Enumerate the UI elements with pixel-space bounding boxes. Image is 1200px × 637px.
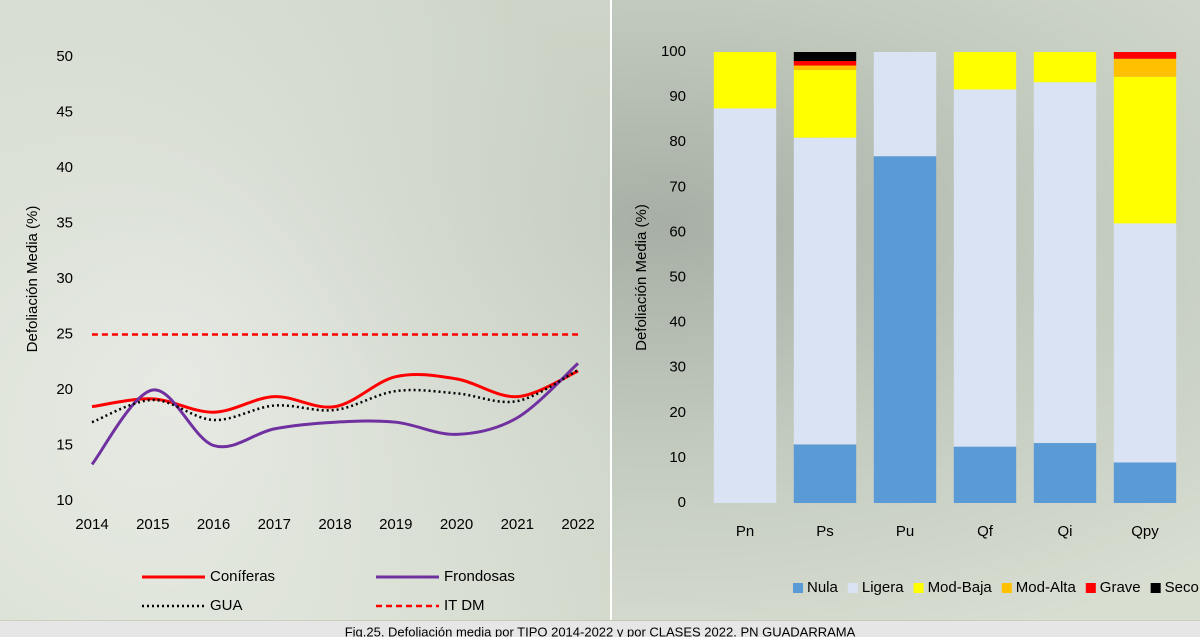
bar-segment — [953, 446, 1017, 503]
legend-label: Ligera — [862, 579, 904, 596]
y-axis-title: Defoliación Media (%) — [24, 206, 41, 353]
x-tick-label: Pn — [736, 523, 754, 540]
legend-label: GUA — [210, 597, 243, 614]
legend-swatch — [913, 583, 924, 593]
bar-segment — [953, 89, 1017, 447]
bar-segment — [793, 70, 857, 138]
left-panel — [0, 0, 610, 620]
x-tick-label: Qpy — [1131, 523, 1159, 540]
y-tick-label: 10 — [56, 492, 73, 509]
bar-segment — [713, 108, 777, 503]
bar-segment — [1033, 443, 1097, 503]
bar-segment — [1113, 58, 1177, 77]
line-series — [90, 362, 580, 466]
y-tick-label: 40 — [669, 314, 686, 331]
legend-label: Nula — [807, 579, 839, 596]
x-tick-label: 2017 — [258, 516, 291, 533]
legend-label: Grave — [1100, 579, 1141, 596]
y-tick-label: 90 — [669, 88, 686, 105]
legend-label: Frondosas — [444, 568, 515, 585]
x-tick-label: Qf — [977, 523, 994, 540]
legend-label: IT DM — [444, 597, 485, 614]
bar-segment — [1113, 223, 1177, 463]
y-tick-label: 20 — [669, 404, 686, 421]
y-tick-label: 25 — [56, 325, 73, 342]
caption-bar — [0, 621, 1200, 637]
x-tick-label: 2022 — [561, 516, 594, 533]
x-tick-label: 2021 — [501, 516, 534, 533]
legend-swatch — [1001, 583, 1012, 593]
caption: Fig.25. Defoliación media por TIPO 2014-… — [345, 624, 856, 637]
y-tick-label: 60 — [669, 223, 686, 240]
x-tick-label: 2016 — [197, 516, 230, 533]
legend-swatch — [793, 583, 803, 593]
x-tick-label: 2018 — [318, 516, 351, 533]
y-tick-label: 45 — [56, 103, 73, 120]
bar-segment — [953, 52, 1017, 90]
bar-segment — [1113, 52, 1177, 59]
bar-segment — [793, 137, 857, 445]
bar-segment — [793, 52, 857, 62]
bar-segment — [793, 61, 857, 66]
x-tick-label: Pu — [896, 523, 914, 540]
y-tick-label: 10 — [669, 449, 686, 466]
y-tick-label: 30 — [56, 270, 73, 287]
legend-swatch — [1085, 583, 1096, 593]
y-tick-label: 70 — [669, 178, 686, 195]
y-tick-label: 40 — [56, 159, 73, 176]
x-tick-label: 2014 — [75, 516, 108, 533]
bar-segment — [873, 52, 937, 157]
x-tick-label: 2020 — [440, 516, 473, 533]
y-tick-label: 50 — [669, 268, 686, 285]
y-tick-label: 20 — [56, 381, 73, 398]
x-tick-label: 2019 — [379, 516, 412, 533]
y-tick-label: 0 — [678, 494, 686, 511]
x-tick-label: Ps — [816, 523, 834, 540]
bar-segment — [1033, 82, 1097, 444]
bar-segment — [713, 52, 777, 109]
line-series — [91, 368, 579, 424]
legend-label: Seco — [1165, 579, 1199, 596]
y-tick-label: 100 — [661, 43, 686, 60]
bar-segment — [793, 65, 857, 71]
bar-segment — [873, 156, 937, 503]
y-tick-label: 15 — [56, 436, 73, 453]
legend-label: Mod-Alta — [1016, 579, 1077, 596]
y-tick-label: 35 — [56, 214, 73, 231]
legend-swatch — [1150, 583, 1161, 593]
y-tick-label: 30 — [669, 359, 686, 376]
y-axis-title: Defoliación Media (%) — [633, 204, 650, 351]
legend-label: Coníferas — [210, 568, 275, 585]
y-tick-label: 50 — [56, 48, 73, 65]
x-tick-label: 2015 — [136, 516, 169, 533]
bar-segment — [1113, 76, 1177, 224]
legend-label: Mod-Baja — [928, 579, 993, 596]
x-tick-label: Qi — [1058, 523, 1073, 540]
bar-segment — [793, 444, 857, 503]
legend-swatch — [847, 583, 858, 593]
bar-segment — [1033, 52, 1097, 83]
y-tick-label: 80 — [669, 133, 686, 150]
bar-segment — [1113, 462, 1177, 503]
